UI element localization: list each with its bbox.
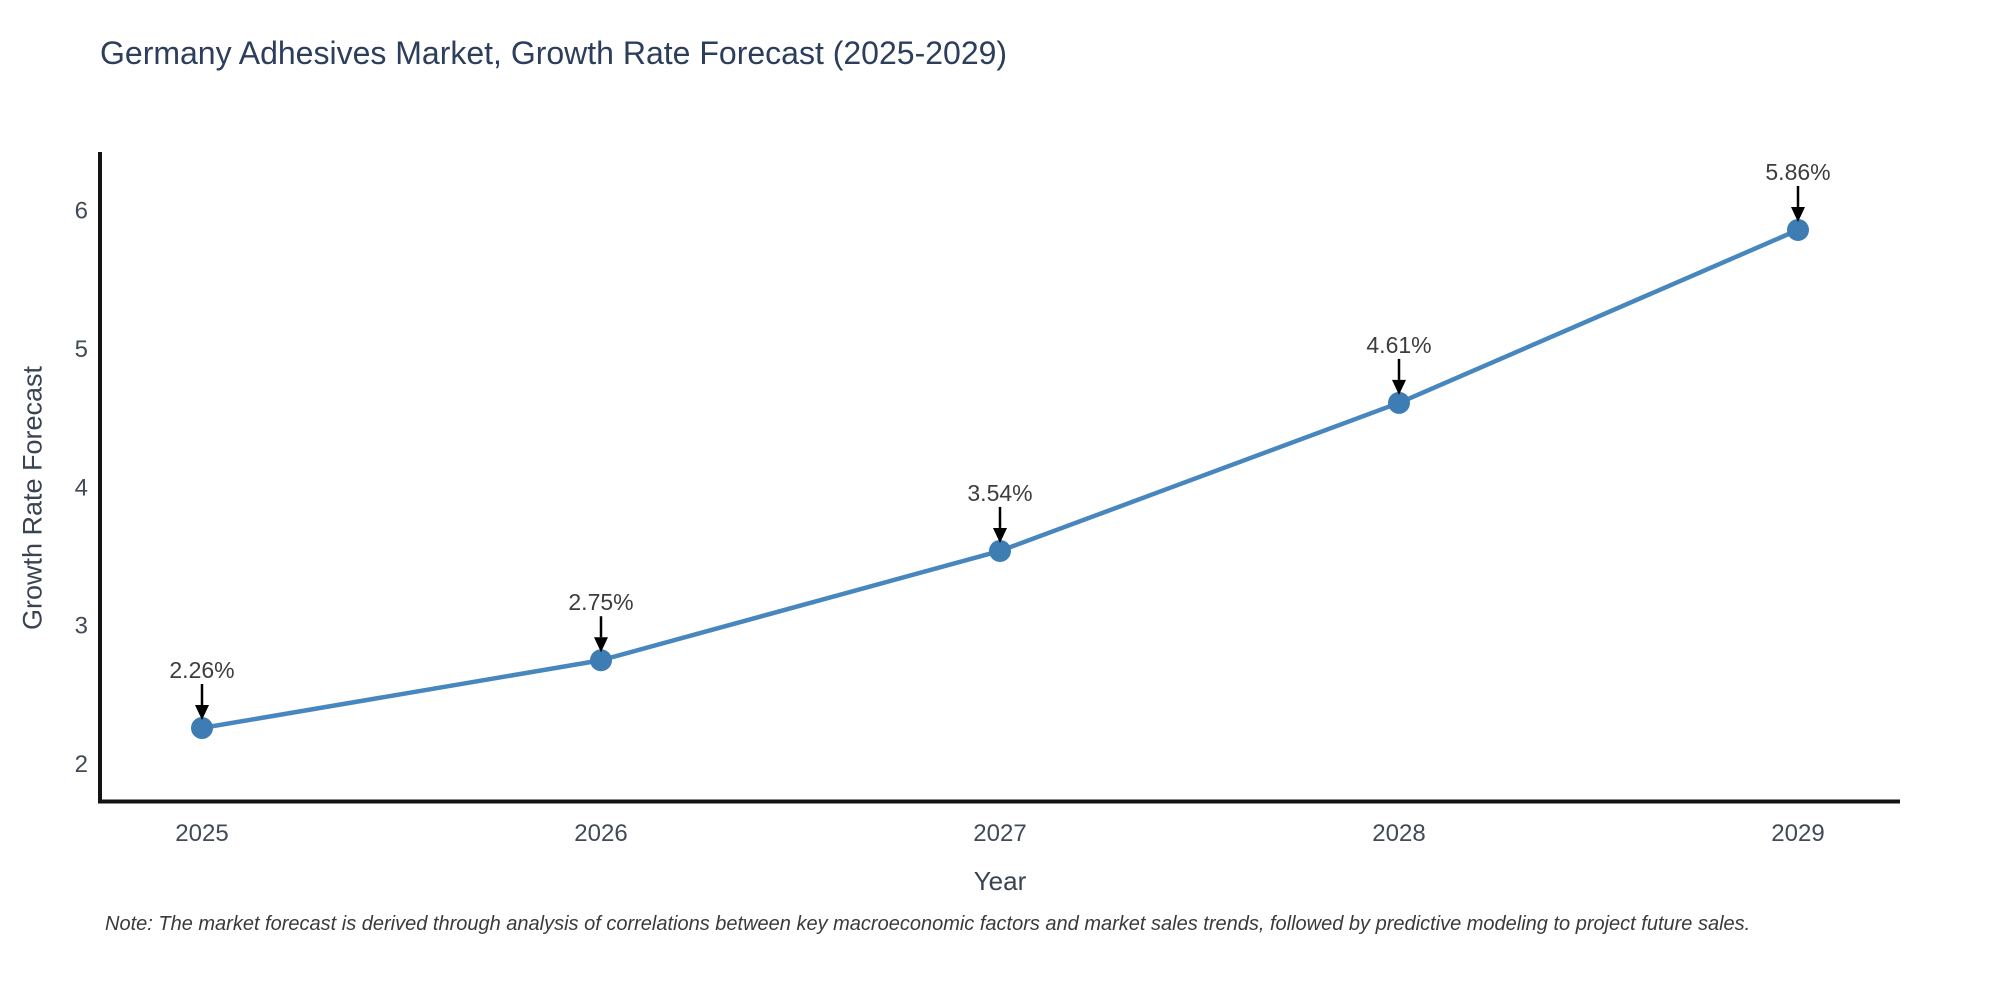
y-tick-label: 6 bbox=[75, 198, 88, 225]
y-tick-label: 3 bbox=[75, 613, 88, 640]
x-axis-title: Year bbox=[973, 866, 1027, 896]
x-tick-label: 2025 bbox=[175, 820, 228, 847]
x-tick-label: 2027 bbox=[973, 820, 1026, 847]
data-point-marker bbox=[989, 539, 1011, 562]
annotation-arrowhead bbox=[1392, 379, 1406, 395]
y-tick-label: 4 bbox=[75, 474, 88, 501]
x-tick-label: 2026 bbox=[574, 820, 627, 847]
data-point-marker bbox=[590, 649, 612, 672]
data-point-marker bbox=[1388, 391, 1410, 414]
data-point-label: 3.54% bbox=[967, 480, 1032, 506]
annotation-arrowhead bbox=[594, 637, 608, 653]
data-point-label: 2.75% bbox=[568, 589, 633, 615]
x-tick-label: 2029 bbox=[1771, 820, 1824, 847]
data-point-label: 2.26% bbox=[169, 657, 234, 683]
y-tick-label: 2 bbox=[75, 751, 88, 778]
y-tick-label: 5 bbox=[75, 336, 88, 363]
annotation-arrowhead bbox=[1791, 206, 1805, 222]
footnote: Note: The market forecast is derived thr… bbox=[105, 913, 1751, 935]
data-point-label: 4.61% bbox=[1366, 332, 1431, 358]
data-point-marker bbox=[1787, 218, 1809, 241]
data-point-label: 5.86% bbox=[1765, 159, 1830, 185]
x-tick-label: 2028 bbox=[1372, 820, 1425, 847]
data-point-marker bbox=[191, 717, 213, 740]
chart-title: Germany Adhesives Market, Growth Rate Fo… bbox=[100, 35, 1008, 71]
annotation-arrowhead bbox=[993, 527, 1007, 543]
annotation-arrowhead bbox=[195, 705, 209, 721]
